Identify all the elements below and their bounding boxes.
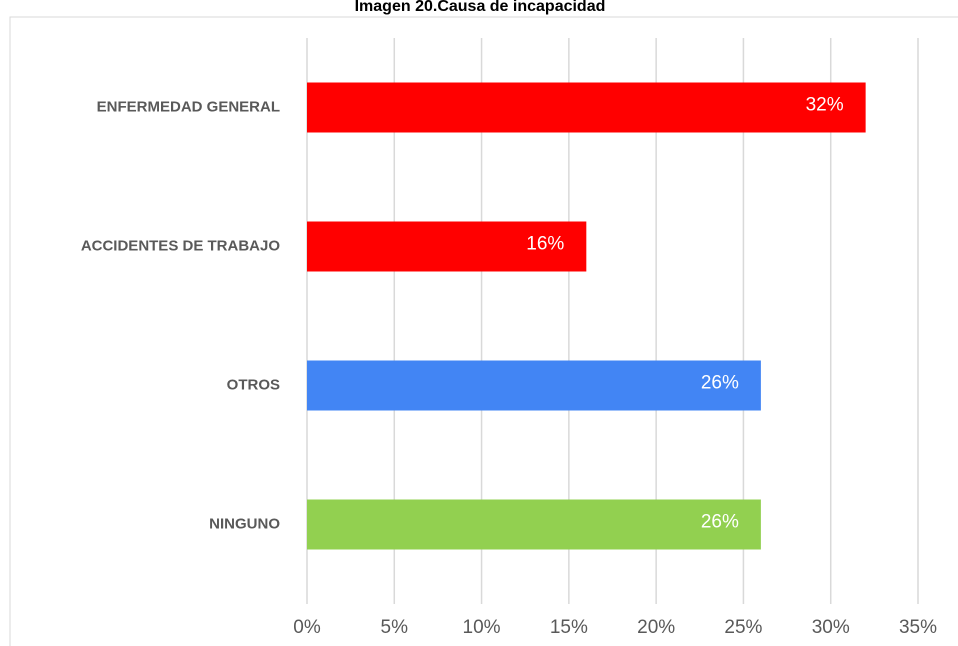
chart-border [9,16,958,646]
data-label: 26% [701,373,739,394]
bar [307,82,866,133]
chart-title: Imagen 20.Causa de incapacidad [355,0,606,15]
y-tick-label: OTROS [227,376,280,393]
x-tick-label: 0% [293,617,321,638]
y-tick-label: ENFERMEDAD GENERAL [97,98,280,115]
x-tick-label: 30% [812,617,850,638]
data-label: 16% [526,234,564,255]
y-tick-label: NINGUNO [209,515,280,532]
x-tick-label: 20% [637,617,675,638]
x-tick-label: 10% [463,617,501,638]
data-label: 32% [806,95,844,116]
bar [307,221,587,272]
y-tick-label: ACCIDENTES DE TRABAJO [81,237,281,254]
x-tick-label: 25% [724,617,762,638]
data-label: 26% [701,512,739,533]
bar [307,360,761,411]
x-tick-label: 5% [381,617,409,638]
bar [307,499,761,550]
x-tick-label: 15% [550,617,588,638]
title-background [250,0,710,16]
x-tick-label: 35% [899,617,937,638]
